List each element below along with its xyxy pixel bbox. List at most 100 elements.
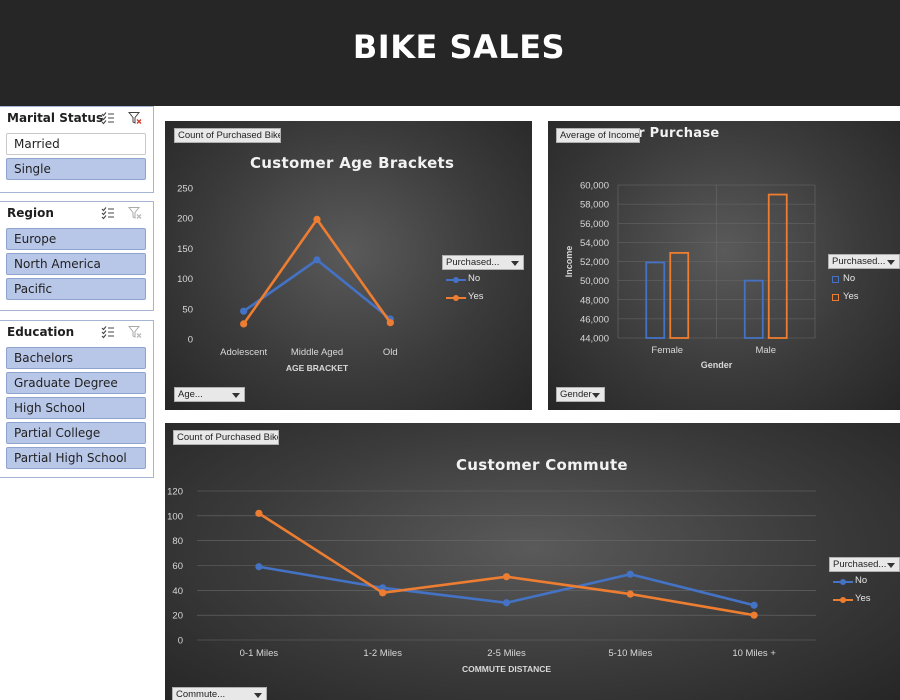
data-point [626,570,634,578]
data-point [313,215,321,224]
data-point [750,611,758,619]
data-point [313,256,321,264]
y-tick-label: 54,000 [580,238,609,249]
slicer-education: Education Bachelors Graduate Degree High… [0,320,154,478]
chart-panel-commute: Count of Purchased Bike Customer Commute… [165,423,900,700]
data-point [255,563,263,571]
clear-filter-icon[interactable] [128,325,142,339]
data-point [626,590,634,598]
bar-yes-female [669,251,690,339]
x-axis-label: Gender [701,360,733,370]
legend-field-button[interactable]: Purchased... [442,255,524,270]
y-tick-label: 58,000 [580,200,609,211]
chart-title: Customer Commute [456,456,628,474]
slicer-region: Region Europe North America Pacific [0,201,154,311]
y-tick-label: 52,000 [580,257,609,268]
y-tick-label: 50,000 [580,276,609,287]
axis-field-button[interactable]: Gender [556,387,605,402]
chart-panel-age: Count of Purchased Bike Customer Age Bra… [165,121,532,410]
chart-title: Customer Age Brackets [250,154,455,172]
data-point [240,307,248,315]
y-tick-label: 120 [167,487,183,498]
value-field-button[interactable]: Count of Purchased Bike [173,430,279,445]
commute-line-chart: 0 20 40 60 80 100 120 0-1 Miles 1-2 Miles 2-5 Mil… [167,487,816,674]
legend-field-label: Purchased... [832,256,886,267]
legend-field-label: Purchased... [833,559,887,570]
y-axis-label: Income [564,246,574,278]
data-point [379,589,387,597]
bar-no-female [645,261,666,339]
slicer-header: Education [0,321,153,343]
y-tick-label: 100 [177,274,193,285]
slicer-marital-status: Marital Status Married Single [0,106,154,193]
legend-item-no: No [829,273,859,291]
slicer-item-europe[interactable]: Europe [6,228,146,250]
legend-item-no: No [444,273,484,291]
clear-filter-icon[interactable] [128,206,142,220]
x-tick-label: Middle Aged [291,347,343,358]
data-point [502,573,511,581]
slicer-header: Marital Status [0,107,153,129]
slicer-item-high-school[interactable]: High School [6,397,146,419]
legend-label: No [468,273,481,284]
value-field-button[interactable]: Count of Purchased Bike [174,128,281,143]
legend-field-button[interactable]: Purchased... [828,254,900,269]
y-tick-label: 56,000 [580,219,609,230]
x-tick-label: 5-10 Miles [608,648,652,659]
y-tick-label: 0 [178,636,183,647]
bar-no-male [743,279,764,339]
x-tick-label: Adolescent [220,347,267,358]
slicer-title: Education [7,325,75,339]
legend-label: No [843,273,856,284]
y-tick-label: 60,000 [580,181,609,192]
clear-filter-icon[interactable] [128,111,142,125]
y-tick-label: 80 [172,536,183,547]
multi-select-icon[interactable] [101,325,115,339]
y-tick-label: 20 [172,611,183,622]
header-banner: BIKE SALES [0,0,900,106]
x-axis-label: COMMUTE DISTANCE [462,664,551,674]
x-tick-label: 2-5 Miles [487,648,526,659]
data-point [240,320,248,328]
multi-select-icon[interactable] [101,206,115,220]
slicer-item-north-america[interactable]: North America [6,253,146,275]
slicer-item-single[interactable]: Single [6,158,146,180]
multi-select-icon[interactable] [101,111,115,125]
x-tick-label: Male [755,345,776,356]
dashboard-title: BIKE SALES [352,28,566,66]
axis-field-button[interactable]: Commute... [172,687,267,700]
chart-legend: No Yes [829,273,859,309]
data-point [379,584,387,592]
x-tick-label: 1-2 Miles [363,648,402,659]
bar-yes-male [767,193,788,339]
y-tick-label: 100 [167,511,183,522]
slicer-title: Marital Status [7,111,104,125]
y-tick-label: 250 [177,184,193,195]
legend-label: Yes [468,291,484,302]
slicer-item-married[interactable]: Married [6,133,146,155]
y-tick-label: 46,000 [580,314,609,325]
slicer-item-partial-college[interactable]: Partial College [6,422,146,444]
data-point [502,599,511,607]
x-tick-label: Old [383,347,398,358]
data-point [386,319,394,327]
slicer-header: Region [0,202,153,224]
axis-field-label: Age... [178,389,203,400]
value-field-button[interactable]: Average of Income [556,128,640,143]
legend-label: Yes [843,291,859,302]
y-tick-label: 44,000 [580,334,609,345]
slicer-item-partial-high-school[interactable]: Partial High School [6,447,146,469]
chart-title-tail: er Purchase [629,126,720,141]
data-point [750,601,758,609]
x-tick-label: Female [651,345,683,356]
slicer-item-pacific[interactable]: Pacific [6,278,146,300]
slicer-item-graduate-degree[interactable]: Graduate Degree [6,372,146,394]
axis-field-button[interactable]: Age... [174,387,245,402]
chart-panel-income: er Purchase Average of Income 44,000 46,0… [548,121,900,410]
data-point [255,509,263,517]
legend-field-button[interactable]: Purchased... [829,557,900,572]
legend-label: Yes [855,593,871,604]
legend-item-yes: Yes [444,291,484,309]
slicer-item-bachelors[interactable]: Bachelors [6,347,146,369]
axis-field-label: Commute... [176,689,226,700]
